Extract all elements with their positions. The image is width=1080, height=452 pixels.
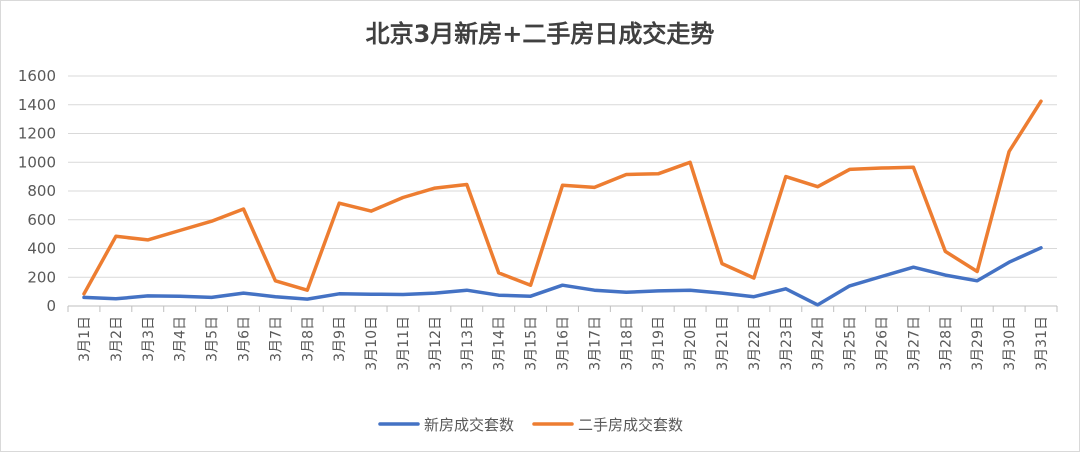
- x-tick-label: 3月16日: [556, 316, 572, 371]
- x-tick-label: 3月22日: [747, 316, 763, 371]
- x-tick-label: 3月15日: [524, 316, 540, 371]
- series-lines: [82, 99, 1043, 307]
- x-tick-label: 3月30日: [1002, 316, 1018, 371]
- x-tick-label: 3月11日: [396, 316, 412, 371]
- x-tick-label: 3月14日: [492, 316, 508, 371]
- x-axis: 3月1日 3月2日 3月3日 3月4日 3月5日 3月6日 3月7日 3月8日 3月9日 3月10…: [67, 306, 1058, 371]
- x-tick-label: 3月27日: [906, 316, 922, 371]
- x-tick-label: 3月26日: [875, 316, 891, 371]
- y-axis-ticks: 0 200 400 600 800 1000 1200 1400 1600: [18, 67, 56, 315]
- y-tick-label: 0: [46, 297, 56, 315]
- x-tick-label: 3月12日: [428, 316, 444, 371]
- x-tick-label: 3月3日: [141, 316, 157, 362]
- y-tick-label: 600: [27, 211, 56, 229]
- x-tick-label: 3月13日: [460, 316, 476, 371]
- x-tick-label: 3月20日: [683, 316, 699, 371]
- x-tick-label: 3月29日: [970, 316, 986, 371]
- x-tick-label: 3月8日: [300, 316, 316, 362]
- y-tick-label: 1000: [18, 153, 56, 171]
- legend: 新房成交套数 二手房成交套数: [378, 416, 683, 434]
- y-tick-label: 1600: [18, 67, 56, 85]
- chart-title: 北京3月新房+二手房日成交走势: [365, 20, 715, 48]
- x-tick-label: 3月6日: [236, 316, 252, 362]
- x-tick-label: 3月4日: [173, 316, 189, 362]
- y-tick-label: 800: [27, 182, 56, 200]
- x-tick-label: 3月31日: [1034, 316, 1050, 371]
- x-tick-label: 3月18日: [619, 316, 635, 371]
- x-tick-label: 3月9日: [332, 316, 348, 362]
- x-tick-label: 3月2日: [109, 316, 125, 362]
- y-tick-label: 200: [27, 268, 56, 286]
- x-tick-label: 3月25日: [843, 316, 859, 371]
- y-tick-label: 1200: [18, 125, 56, 143]
- x-tick-label: 3月17日: [587, 316, 603, 371]
- x-tick-label: 3月7日: [268, 316, 284, 362]
- legend-label: 二手房成交套数: [578, 416, 683, 434]
- series-line: [82, 99, 1043, 296]
- x-tick-label: 3月5日: [205, 316, 221, 362]
- y-tick-label: 1400: [18, 96, 56, 114]
- x-tick-label: 3月24日: [811, 316, 827, 371]
- x-tick-label: 3月23日: [779, 316, 795, 371]
- x-tick-label: 3月10日: [364, 316, 380, 371]
- x-tick-label: 3月28日: [938, 316, 954, 371]
- x-tick-label: 3月19日: [651, 316, 667, 371]
- series-line: [82, 246, 1043, 307]
- x-tick-label: 3月1日: [77, 316, 93, 362]
- x-tick-label: 3月21日: [715, 316, 731, 371]
- legend-label: 新房成交套数: [424, 416, 514, 434]
- gridlines: [68, 75, 1057, 307]
- y-tick-label: 400: [27, 240, 56, 258]
